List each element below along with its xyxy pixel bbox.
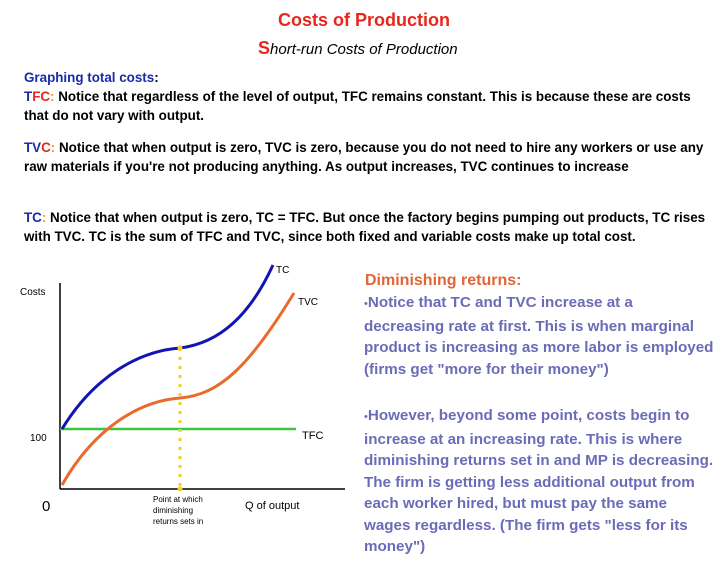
tc-paragraph-colon: : (41, 210, 47, 225)
bullet-2: • (364, 411, 368, 423)
graphing-heading: Graphing total costs (24, 70, 155, 85)
graphing-heading-colon: : (154, 70, 159, 85)
tvc-explanation: Notice that when output is zero, TVC is … (24, 140, 704, 174)
tvc-label-tv: TV (24, 140, 42, 155)
tc-paragraph-label: TC (24, 210, 42, 225)
inflection-point-tc (177, 345, 183, 351)
subtitle-initial: S (258, 38, 271, 58)
tfc-label-fc: FC (32, 89, 51, 104)
tvc-curve-label: TVC (298, 297, 318, 308)
tc-paragraph: TC: Notice that when output is zero, TC … (24, 208, 714, 246)
point-1-text: Notice that TC and TVC increase at a dec… (364, 294, 714, 378)
tc-explanation: Notice that when output is zero, TC = TF… (24, 210, 706, 244)
tfc-explanation: Notice that regardless of the level of o… (24, 89, 691, 123)
tfc-curve-label: TFC (302, 430, 323, 442)
inflection-point-axis (177, 486, 183, 492)
tfc-value-label: 100 (30, 433, 47, 444)
origin-label: 0 (42, 498, 50, 515)
diminishing-returns-title: Diminishing returns: (365, 272, 522, 289)
inflection-note-line-2: diminishing (153, 506, 193, 515)
inflection-note-line-3: returns sets in (153, 517, 203, 526)
point-2-text: However, beyond some point, costs begin … (364, 407, 714, 555)
y-axis-label: Costs (20, 287, 46, 298)
bullet-1: • (364, 298, 368, 310)
tc-curve (60, 264, 275, 430)
tfc-label-t: T (24, 89, 33, 104)
tvc-label-colon: : (50, 140, 56, 155)
diminishing-returns-point-2: •However, beyond some point, costs begin… (364, 405, 714, 558)
tc-curve-label: TC (276, 265, 289, 276)
tvc-label-c: C (41, 140, 51, 155)
page-subtitle: Short-run Costs of Production (258, 38, 458, 59)
tvc-paragraph: TVC: Notice that when output is zero, TV… (24, 138, 714, 176)
inflection-note: Point at which diminishing returns sets … (153, 495, 205, 526)
tvc-curve (60, 292, 296, 486)
diminishing-returns-point-1: •Notice that TC and TVC increase at a de… (364, 292, 714, 380)
graphing-total-costs-paragraph: Graphing total costs: TFC: Notice that r… (24, 68, 714, 125)
x-axis-label: Q of output (245, 500, 299, 512)
cost-curves-diagram: Costs 100 0 Q of output TC TVC TFC Point… (20, 264, 345, 526)
tfc-label-colon: : (50, 89, 55, 104)
page-title: Costs of Production (278, 10, 450, 30)
subtitle-rest: hort-run Costs of Production (270, 41, 458, 58)
inflection-note-line-1: Point at which (153, 495, 203, 504)
